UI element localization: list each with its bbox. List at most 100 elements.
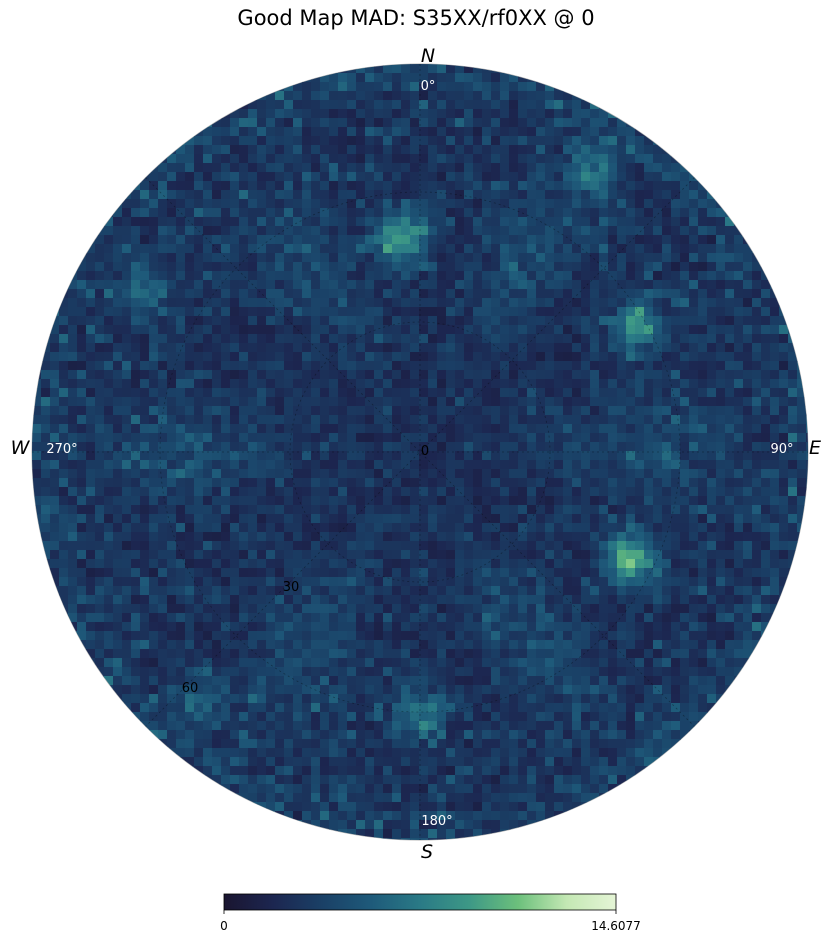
heatmap-cell [770, 469, 780, 479]
heatmap-cell [707, 604, 717, 614]
heatmap-cell [626, 154, 636, 164]
heatmap-cell [239, 325, 249, 335]
heatmap-cell [302, 397, 312, 407]
heatmap-cell [140, 496, 150, 506]
heatmap-cell [554, 514, 564, 524]
heatmap-cell [644, 208, 654, 218]
heatmap-cell [131, 253, 141, 263]
heatmap-cell [689, 298, 699, 308]
heatmap-cell [158, 271, 168, 281]
heatmap-cell [158, 199, 168, 209]
heatmap-cell [806, 469, 808, 479]
heatmap-cell [545, 271, 555, 281]
heatmap-cell [329, 388, 339, 398]
heatmap-cell [149, 307, 159, 317]
heatmap-cell [653, 190, 663, 200]
heatmap-cell [320, 370, 330, 380]
heatmap-cell [347, 460, 357, 470]
heatmap-cell [734, 433, 744, 443]
heatmap-cell [185, 595, 195, 605]
heatmap-cell [590, 370, 600, 380]
heatmap-cell [581, 460, 591, 470]
heatmap-cell [257, 640, 267, 650]
heatmap-cell [761, 622, 771, 632]
heatmap-cell [743, 235, 753, 245]
heatmap-cell [464, 163, 474, 173]
heatmap-cell [761, 523, 771, 533]
heatmap-cell [572, 334, 582, 344]
heatmap-cell [59, 361, 69, 371]
heatmap-cell [545, 649, 555, 659]
heatmap-cell [788, 469, 798, 479]
heatmap-cell [563, 541, 573, 551]
heatmap-cell [383, 361, 393, 371]
heatmap-cell [149, 541, 159, 551]
heatmap-cell [131, 604, 141, 614]
heatmap-cell [536, 100, 546, 110]
heatmap-cell [338, 460, 348, 470]
heatmap-cell [230, 100, 240, 110]
heatmap-cell [743, 397, 753, 407]
heatmap-cell [743, 379, 753, 389]
heatmap-cell [563, 172, 573, 182]
heatmap-cell [455, 217, 465, 227]
heatmap-cell [779, 370, 789, 380]
heatmap-cell [275, 208, 285, 218]
heatmap-cell [689, 307, 699, 317]
heatmap-cell [662, 586, 672, 596]
heatmap-cell [257, 136, 267, 146]
heatmap-cell [455, 136, 465, 146]
heatmap-cell [50, 397, 60, 407]
heatmap-cell [149, 208, 159, 218]
heatmap-cell [158, 325, 168, 335]
heatmap-cell [581, 181, 591, 191]
heatmap-cell [275, 343, 285, 353]
heatmap-cell [392, 541, 402, 551]
heatmap-cell [248, 361, 258, 371]
heatmap-cell [689, 622, 699, 632]
heatmap-cell [212, 397, 222, 407]
heatmap-cell [338, 640, 348, 650]
heatmap-cell [221, 631, 231, 641]
heatmap-cell [131, 568, 141, 578]
heatmap-cell [284, 523, 294, 533]
heatmap-cell [356, 640, 366, 650]
heatmap-cell [392, 217, 402, 227]
heatmap-cell [410, 487, 420, 497]
heatmap-cell [707, 352, 717, 362]
heatmap-cell [347, 433, 357, 443]
heatmap-cell [554, 388, 564, 398]
heatmap-cell [383, 613, 393, 623]
heatmap-cell [410, 298, 420, 308]
heatmap-cell [527, 379, 537, 389]
heatmap-cell [365, 460, 375, 470]
heatmap-cell [356, 253, 366, 263]
heatmap-cell [338, 496, 348, 506]
heatmap-cell [302, 307, 312, 317]
heatmap-cell [581, 550, 591, 560]
heatmap-cell [707, 451, 717, 461]
heatmap-cell [410, 190, 420, 200]
heatmap-cell [392, 163, 402, 173]
heatmap-cell [131, 460, 141, 470]
heatmap-cell [356, 379, 366, 389]
heatmap-cell [554, 361, 564, 371]
heatmap-cell [302, 352, 312, 362]
heatmap-cell [491, 307, 501, 317]
heatmap-cell [239, 451, 249, 461]
heatmap-cell [707, 298, 717, 308]
heatmap-cell [491, 253, 501, 263]
heatmap-cell [419, 595, 429, 605]
heatmap-cell [365, 658, 375, 668]
heatmap-cell [239, 577, 249, 587]
heatmap-cell [293, 451, 303, 461]
heatmap-cell [536, 604, 546, 614]
heatmap-cell [383, 649, 393, 659]
heatmap-cell [284, 388, 294, 398]
heatmap-cell [653, 595, 663, 605]
heatmap-cell [509, 622, 519, 632]
heatmap-cell [329, 334, 339, 344]
heatmap-cell [473, 631, 483, 641]
heatmap-cell [347, 190, 357, 200]
heatmap-cell [455, 244, 465, 254]
